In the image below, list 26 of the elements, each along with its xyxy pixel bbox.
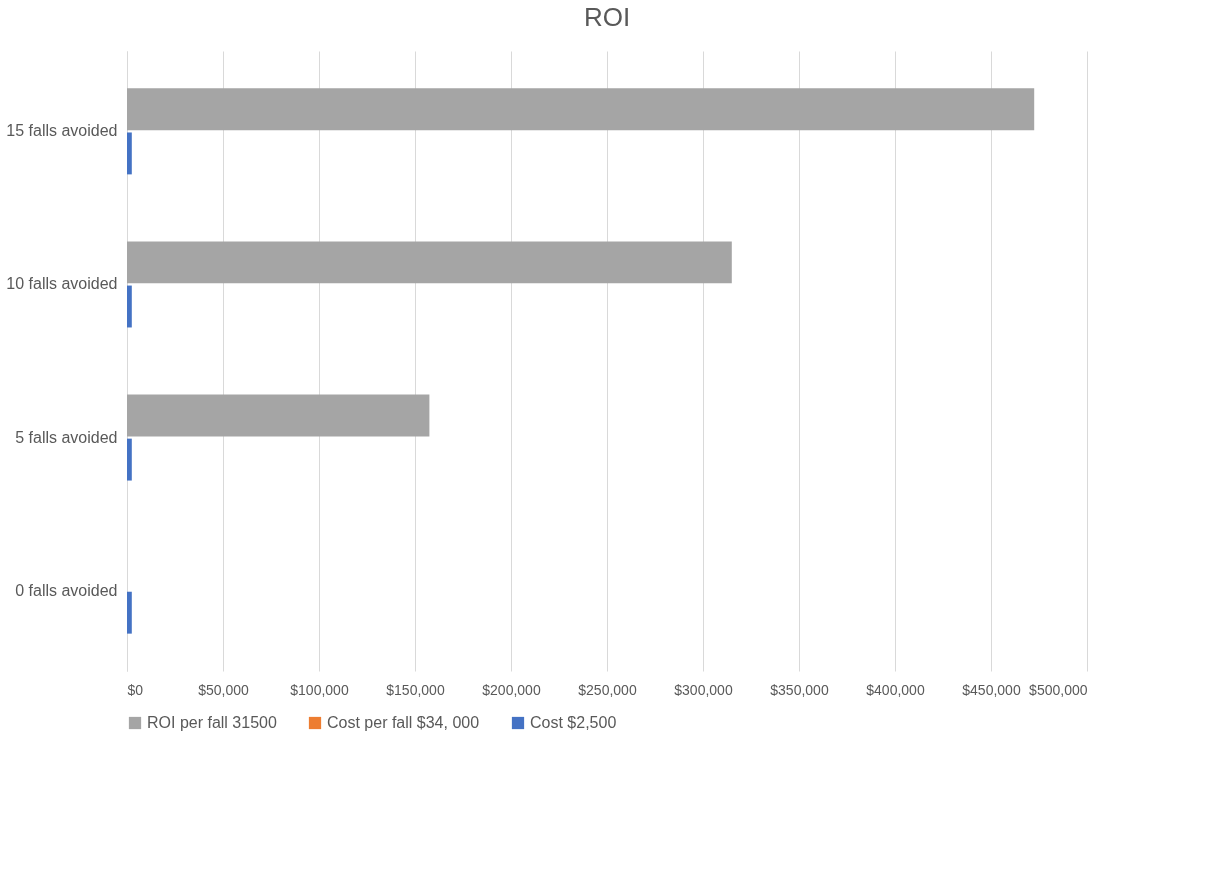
x-tick-label: $50,000 — [198, 681, 250, 698]
y-tick-label: 0 falls avoided — [15, 581, 118, 599]
bar — [127, 394, 430, 437]
legend-label: Cost per fall $34, 000 — [327, 714, 480, 731]
bar — [127, 438, 132, 481]
x-tick-label: $100,000 — [290, 681, 349, 698]
legend-label: ROI per fall 31500 — [147, 714, 277, 731]
y-tick-label: 15 falls avoided — [6, 122, 118, 140]
bar — [127, 285, 132, 328]
x-tick-label: $300,000 — [674, 681, 733, 698]
x-tick-label: $200,000 — [482, 681, 541, 698]
bar — [127, 88, 1035, 131]
x-tick-label: $450,000 — [962, 681, 1021, 698]
bar — [127, 241, 732, 284]
y-tick-label: 10 falls avoided — [6, 275, 118, 293]
x-tick-label: $350,000 — [770, 681, 829, 698]
x-tick-label: $400,000 — [866, 681, 925, 698]
x-tick-label: $250,000 — [578, 681, 637, 698]
y-tick-label: 5 falls avoided — [15, 428, 118, 446]
bar — [127, 132, 132, 175]
chart-title: ROI — [583, 2, 631, 32]
legend-label: Cost $2,500 — [530, 714, 617, 731]
x-tick-label: $500,000 — [1029, 681, 1088, 698]
bar — [127, 591, 132, 634]
x-tick-label: $0 — [127, 681, 144, 698]
x-tick-label: $150,000 — [386, 681, 445, 698]
